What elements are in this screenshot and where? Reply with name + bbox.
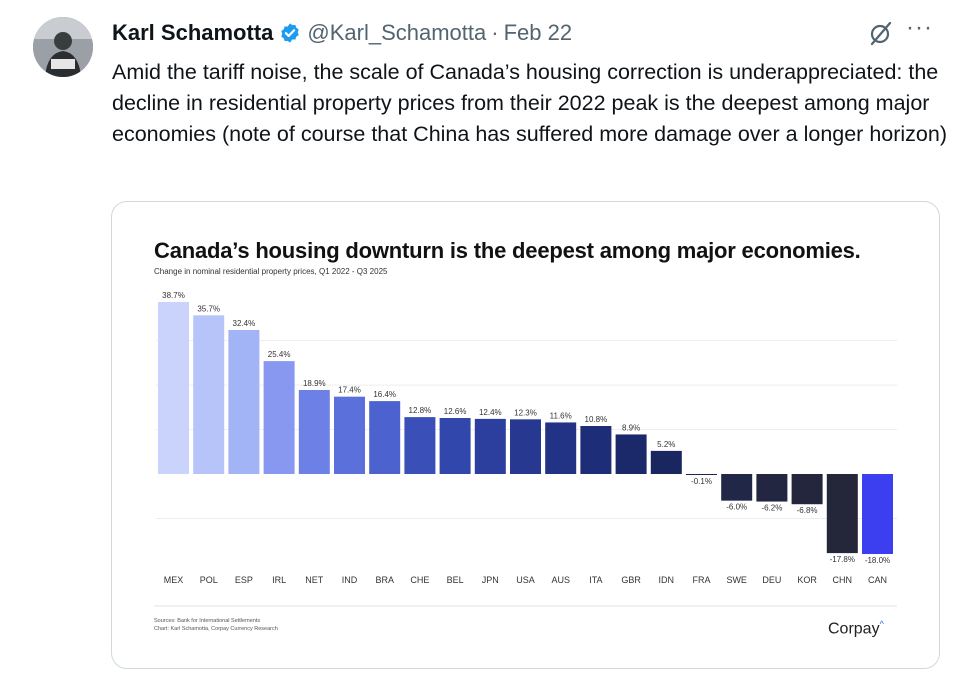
- data-label: 38.7%: [162, 291, 185, 300]
- data-label: 16.4%: [373, 390, 396, 399]
- data-label: 12.3%: [514, 408, 537, 417]
- avatar[interactable]: [33, 17, 93, 77]
- bar-ita[interactable]: [580, 426, 612, 474]
- data-label: 32.4%: [233, 319, 256, 328]
- author-name[interactable]: Karl Schamotta: [112, 20, 274, 45]
- data-label: 25.4%: [268, 350, 291, 359]
- data-label: 8.9%: [622, 423, 640, 432]
- tweet-date[interactable]: Feb 22: [503, 20, 573, 45]
- data-label: -6.2%: [761, 504, 782, 513]
- bar-chart: 38.7% MEX 35.7% POL 32.4% ESP 25.4% IRL 18.9% NET…: [154, 291, 898, 607]
- bar-idn[interactable]: [650, 450, 682, 474]
- data-label: 17.4%: [338, 386, 361, 395]
- bar-esp[interactable]: [228, 330, 260, 474]
- data-label: 11.6%: [550, 411, 572, 420]
- category-label: ITA: [589, 575, 602, 585]
- data-label: -18.0%: [865, 556, 890, 565]
- chart-source: Sources: Bank for International Settleme…: [154, 617, 278, 633]
- bar-ind[interactable]: [334, 396, 365, 474]
- category-label: FRA: [693, 575, 711, 585]
- data-label: 35.7%: [197, 304, 220, 313]
- category-label: IDN: [659, 575, 675, 585]
- category-label: CHE: [410, 575, 429, 585]
- category-label: JPN: [482, 575, 499, 585]
- data-label: 12.6%: [444, 407, 467, 416]
- category-label: SWE: [726, 575, 747, 585]
- more-options-icon[interactable]: ···: [906, 14, 933, 41]
- separator-dot: ·: [491, 20, 499, 45]
- tweet-text: Amid the tariff noise, the scale of Cana…: [112, 60, 947, 146]
- data-label: 18.9%: [303, 379, 326, 388]
- author-handle[interactable]: @Karl_Schamotta: [307, 20, 487, 45]
- chart-subtitle: Change in nominal residential property p…: [154, 267, 388, 276]
- category-label: IND: [342, 575, 358, 585]
- chart-card[interactable]: 38.7% MEX 35.7% POL 32.4% ESP 25.4% IRL 18.9% NET…: [111, 201, 940, 669]
- data-label: 12.4%: [479, 408, 502, 417]
- category-label: CAN: [868, 575, 887, 585]
- corpay-logo: Corpay^: [828, 619, 884, 638]
- bar-chn[interactable]: [826, 474, 858, 554]
- bar-kor[interactable]: [791, 474, 823, 505]
- source-line-1: Sources: Bank for International Settleme…: [154, 618, 261, 624]
- bar-fra[interactable]: [686, 474, 717, 475]
- category-label: KOR: [797, 575, 817, 585]
- bar-jpn[interactable]: [474, 418, 506, 474]
- bar-aus[interactable]: [545, 422, 577, 474]
- source-line-2: Chart: Karl Schamotta, Corpay Currency R…: [154, 626, 278, 632]
- logo-text: Corpay: [828, 620, 880, 638]
- data-label: 5.2%: [657, 440, 675, 449]
- category-label: MEX: [164, 575, 184, 585]
- bar-deu[interactable]: [756, 474, 788, 502]
- bar-bel[interactable]: [439, 418, 471, 474]
- data-label: 10.8%: [585, 415, 608, 424]
- data-label: -6.8%: [797, 506, 818, 515]
- category-label: BEL: [447, 575, 464, 585]
- category-label: USA: [516, 575, 535, 585]
- bar-net[interactable]: [298, 390, 330, 474]
- logo-mark: ^: [879, 619, 884, 629]
- bar-gbr[interactable]: [615, 434, 647, 474]
- bar-swe[interactable]: [721, 474, 753, 501]
- bar-usa[interactable]: [510, 419, 541, 474]
- data-label: -6.0%: [726, 503, 747, 512]
- category-label: BRA: [375, 575, 394, 585]
- grok-icon[interactable]: [868, 20, 894, 46]
- data-label: -0.1%: [691, 477, 712, 486]
- tweet-header: Karl Schamotta @Karl_Schamotta · Feb 22: [112, 18, 572, 48]
- category-label: IRL: [272, 575, 286, 585]
- category-label: GBR: [621, 575, 641, 585]
- bar-mex[interactable]: [158, 302, 189, 474]
- data-label: 12.8%: [409, 406, 432, 415]
- bar-can[interactable]: [862, 474, 893, 554]
- category-label: DEU: [762, 575, 781, 585]
- category-label: CHN: [833, 575, 853, 585]
- category-label: AUS: [551, 575, 570, 585]
- bar-bra[interactable]: [369, 401, 401, 474]
- category-label: ESP: [235, 575, 253, 585]
- bar-pol[interactable]: [193, 315, 225, 474]
- chart-title: Canada’s housing downturn is the deepest…: [154, 238, 861, 263]
- data-label: -17.8%: [830, 555, 855, 564]
- avatar-photo: [33, 17, 93, 77]
- category-label: POL: [200, 575, 218, 585]
- bar-irl[interactable]: [263, 361, 295, 474]
- verified-badge-icon: [281, 23, 300, 43]
- bar-che[interactable]: [404, 417, 436, 474]
- category-label: NET: [305, 575, 324, 585]
